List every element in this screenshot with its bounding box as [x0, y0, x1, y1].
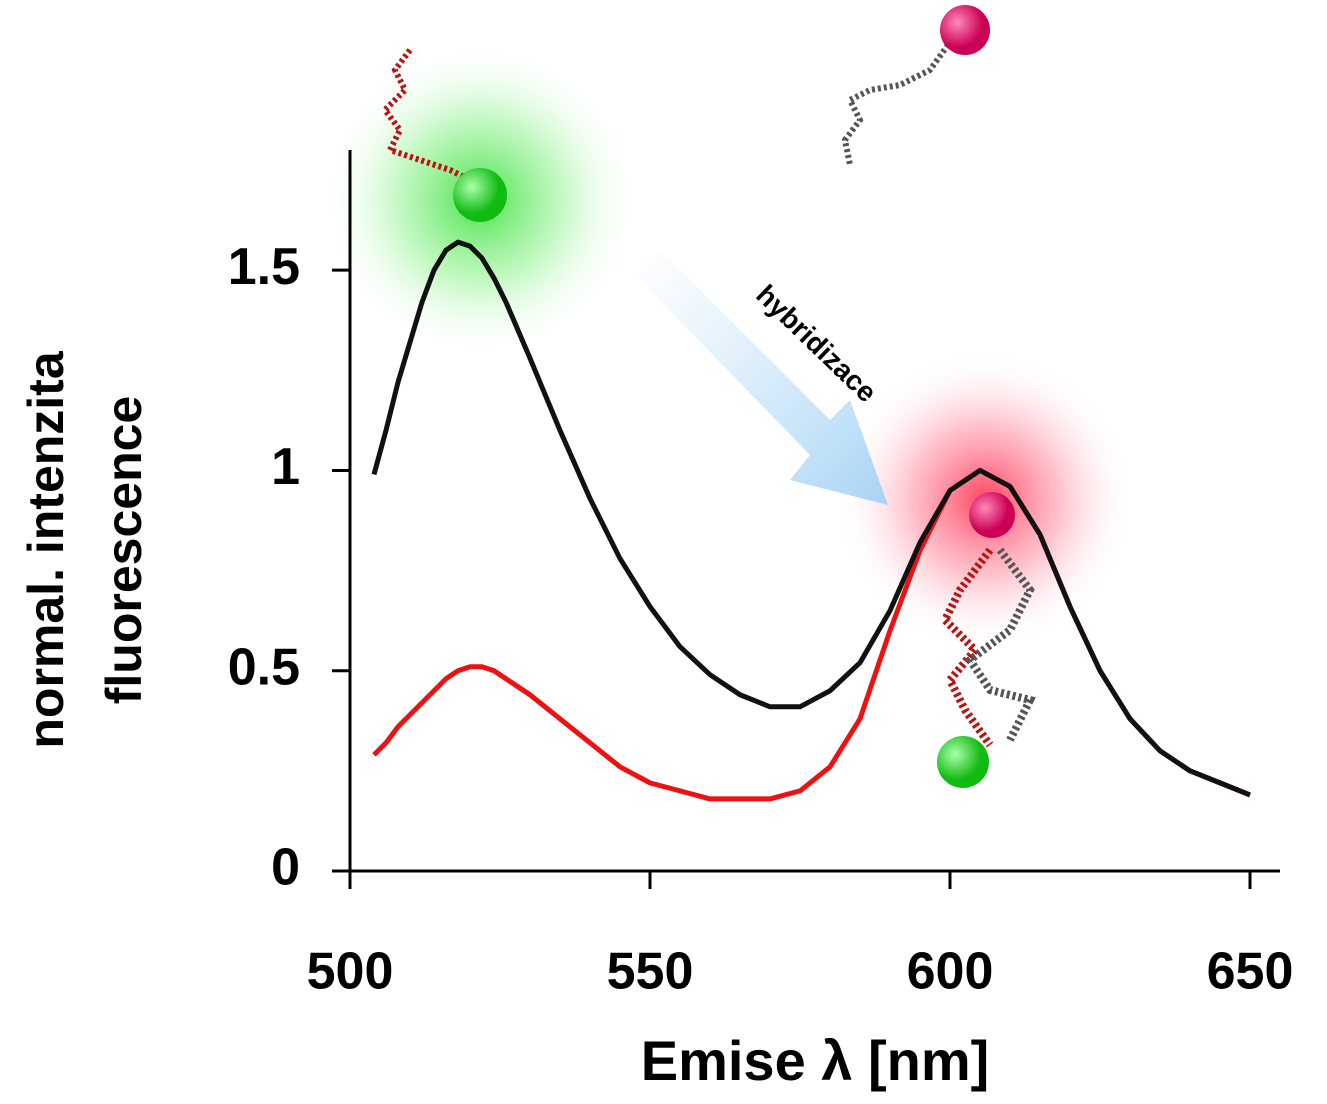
molecule: [841, 33, 958, 166]
y-tick-label: 1.5: [228, 238, 300, 296]
series-line: [371, 239, 1251, 798]
green-dye: [937, 736, 989, 788]
y-tick-label: 0.5: [228, 638, 300, 696]
decorations: [320, 5, 1135, 788]
green-dye: [453, 168, 507, 222]
arrow: [635, 250, 888, 505]
red-dye: [940, 5, 990, 55]
y-tick-label: 1: [271, 438, 300, 496]
x-tick-label: 650: [1207, 943, 1294, 1001]
y-axis-title: fluorescence: [96, 396, 152, 704]
molecule: [964, 547, 1036, 742]
x-axis-title: Emise λ [nm]: [641, 1029, 990, 1092]
molecule: [940, 547, 994, 748]
molecule: [381, 48, 472, 183]
y-tick-label: 0: [271, 839, 300, 897]
red-dye: [969, 492, 1015, 538]
x-tick-label: 600: [907, 943, 994, 1001]
x-tick-label: 550: [607, 943, 694, 1001]
y-axis-title: normal. intenzita: [18, 350, 74, 748]
x-tick-label: 500: [307, 943, 394, 1001]
